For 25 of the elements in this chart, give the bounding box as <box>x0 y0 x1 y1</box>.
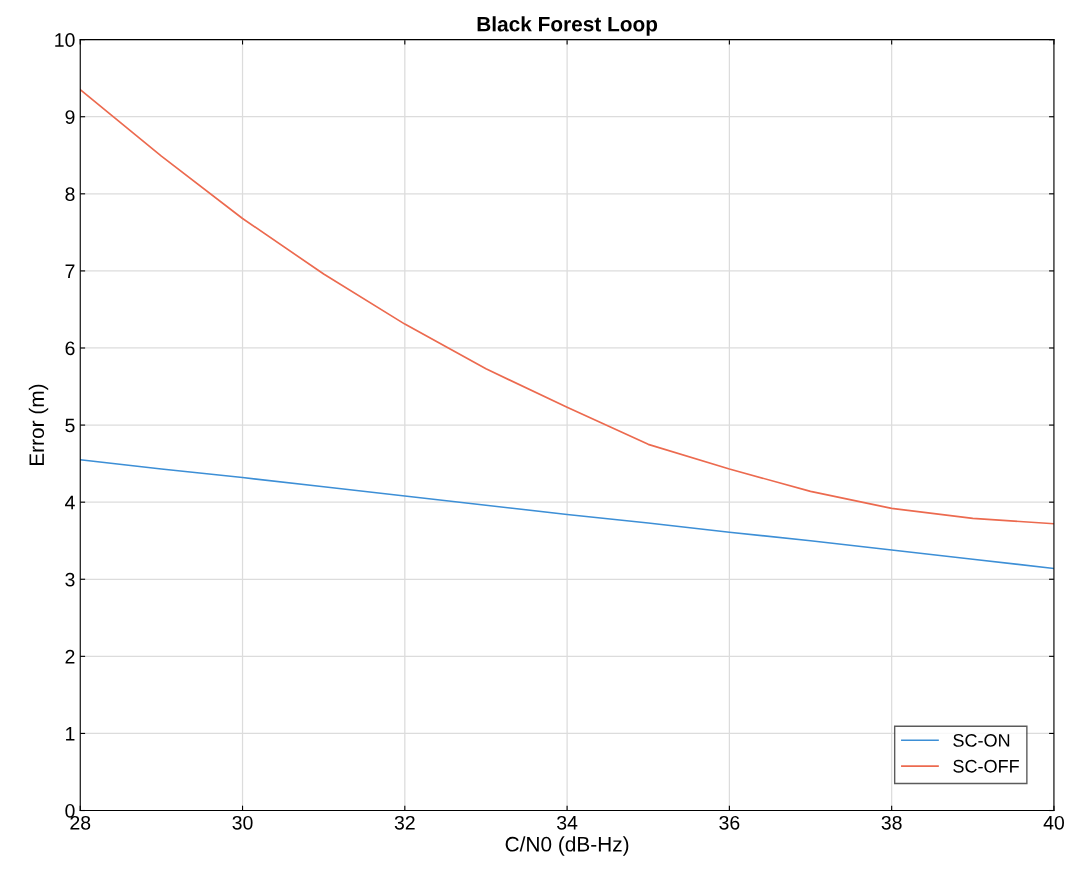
y-tick-label: 4 <box>65 495 75 510</box>
y-tick-label: 8 <box>65 187 75 202</box>
x-tick-label: 30 <box>232 815 253 830</box>
y-tick-label: 3 <box>65 572 75 587</box>
y-tick-label: 5 <box>65 418 75 433</box>
y-axis-title: Error (m) <box>28 384 49 466</box>
chart-title: Black Forest Loop <box>477 16 658 36</box>
x-tick-label: 28 <box>70 815 91 830</box>
legend-label: SC-ON <box>953 734 1010 747</box>
y-tick-label: 7 <box>65 264 75 278</box>
x-tick-label: 38 <box>881 815 902 830</box>
x-axis-title: C/N0 (dB-Hz) <box>505 836 629 856</box>
y-tick-label: 1 <box>66 727 75 741</box>
line-series <box>80 458 1054 570</box>
y-tick-label: 9 <box>65 110 75 124</box>
y-tick-label: 0 <box>65 803 75 818</box>
y-tick-label: 2 <box>65 649 75 664</box>
line-series <box>80 88 1054 525</box>
y-tick-label: 10 <box>55 33 75 47</box>
x-tick-label: 36 <box>719 815 740 830</box>
y-tick-label: 6 <box>65 341 75 356</box>
x-tick-label: 32 <box>394 815 415 830</box>
x-tick-label: 34 <box>557 815 578 830</box>
legend-label: SC-OFF <box>953 759 1019 773</box>
x-tick-label: 40 <box>1043 815 1064 830</box>
